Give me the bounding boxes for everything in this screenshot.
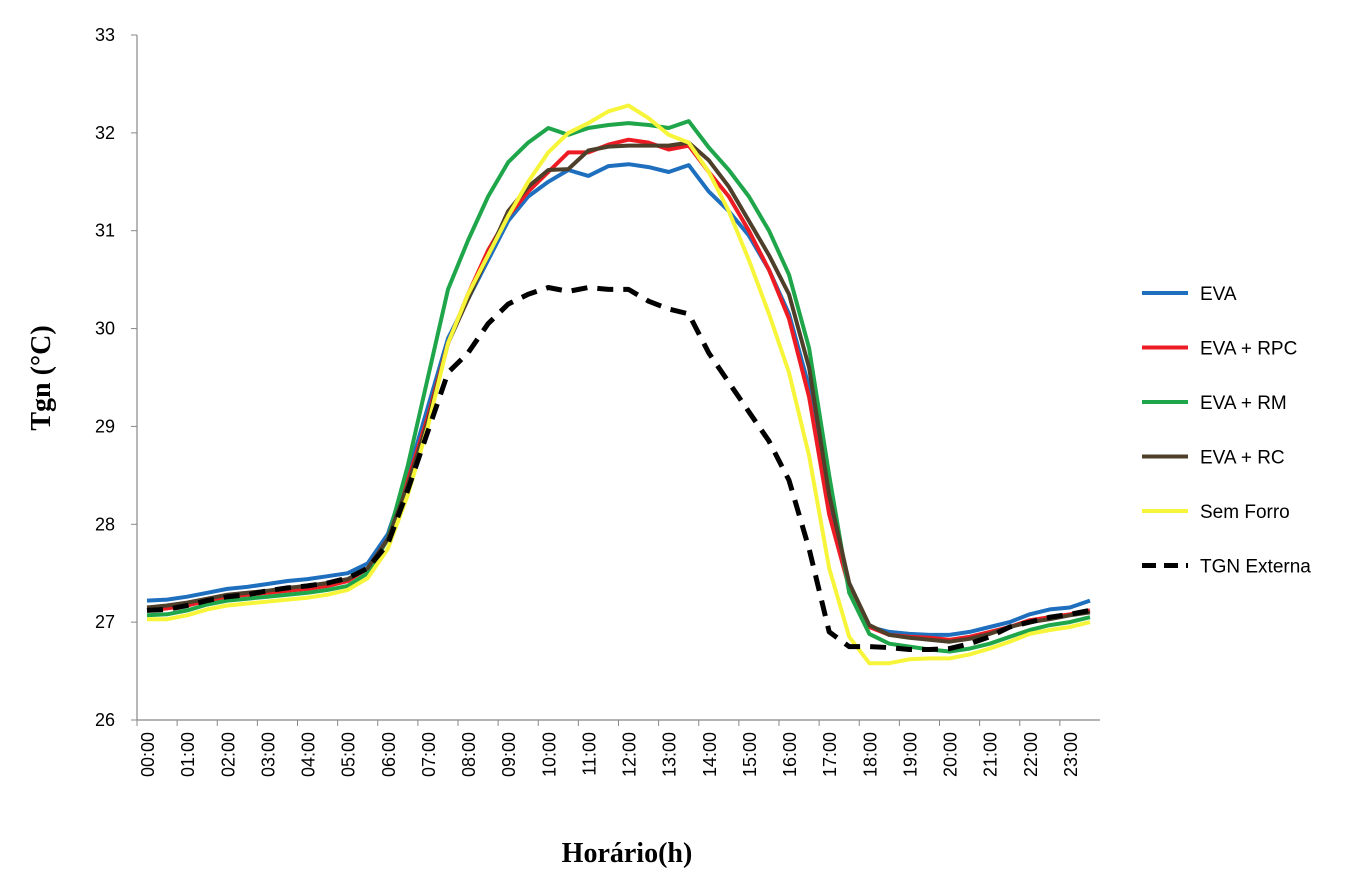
x-tick-label: 03:00: [258, 732, 278, 777]
y-tick-label: 29: [95, 416, 115, 436]
x-tick-label: 20:00: [941, 732, 961, 777]
x-axis-title: Horário(h): [562, 838, 693, 869]
line-series: [147, 103, 1091, 666]
y-tick-label: 31: [95, 221, 115, 241]
x-tick-label: 17:00: [820, 732, 840, 777]
y-tick-label: 30: [95, 319, 115, 339]
line-series: [146, 285, 1091, 652]
legend-label: Sem Forro: [1200, 502, 1290, 523]
legend-label: TGN Externa: [1200, 557, 1311, 578]
x-tick-label: 18:00: [860, 732, 880, 777]
x-tick-label: 12:00: [620, 732, 640, 777]
legend-label: EVA + RC: [1200, 448, 1285, 469]
legend-label: EVA + RM: [1200, 393, 1287, 414]
x-tick-label: 13:00: [660, 732, 680, 777]
x-tick-label: 22:00: [1021, 732, 1041, 777]
y-tick-label: 26: [95, 710, 115, 730]
x-tick-label: 04:00: [299, 732, 319, 777]
y-tick-label: 28: [95, 514, 115, 534]
x-tick-label: 09:00: [499, 732, 519, 777]
x-tick-label: 08:00: [459, 732, 479, 777]
line-series: [146, 119, 1091, 654]
legend-label: EVA: [1200, 284, 1237, 305]
y-axis-title: Tgn (°C): [26, 325, 57, 430]
x-tick-label: 16:00: [780, 732, 800, 777]
x-tick-label: 23:00: [1061, 732, 1081, 777]
x-tick-label: 00:00: [138, 732, 158, 777]
x-tick-label: 11:00: [579, 732, 599, 776]
x-tick-label: 10:00: [539, 732, 559, 777]
x-tick-label: 06:00: [379, 732, 399, 777]
x-tick-label: 05:00: [339, 732, 359, 777]
x-tick-label: 14:00: [700, 732, 720, 777]
x-tick-label: 01:00: [178, 732, 198, 777]
x-tick-label: 07:00: [419, 732, 439, 777]
y-tick-label: 32: [95, 123, 115, 143]
legend-label: EVA + RPC: [1200, 339, 1297, 360]
x-tick-label: 19:00: [900, 732, 920, 777]
y-tick-label: 27: [95, 612, 115, 632]
y-tick-label: 33: [95, 25, 115, 45]
line-series: [146, 137, 1091, 642]
x-tick-label: 02:00: [218, 732, 238, 777]
line-series: [146, 140, 1091, 644]
x-tick-label: 21:00: [981, 732, 1001, 777]
line-series: [146, 162, 1091, 637]
x-tick-label: 15:00: [740, 732, 760, 777]
